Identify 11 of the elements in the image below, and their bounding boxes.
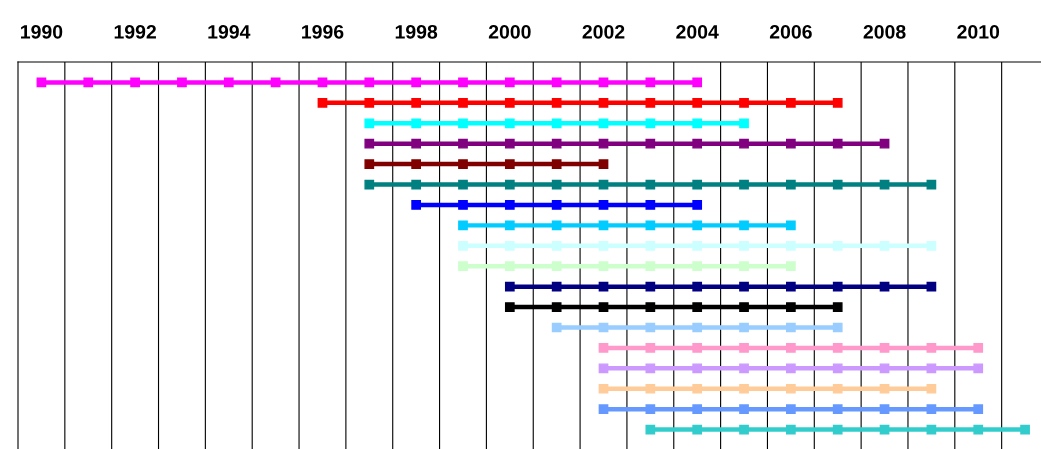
x-tick-label: 2008 bbox=[863, 24, 906, 39]
x-tick-label: 2006 bbox=[769, 24, 812, 39]
x-tick-label: 1998 bbox=[395, 24, 438, 39]
x-tick-label: 1996 bbox=[302, 24, 344, 39]
x-tick-label: 2002 bbox=[582, 24, 625, 39]
x-tick-label: 1990 bbox=[21, 24, 63, 39]
x-tick-label: 2004 bbox=[676, 24, 719, 39]
x-tick-label: 2010 bbox=[957, 24, 1000, 39]
x-tick-label: 1994 bbox=[208, 24, 251, 39]
x-tick-label: 2000 bbox=[488, 24, 531, 39]
x-tick-label: 1992 bbox=[114, 24, 156, 39]
